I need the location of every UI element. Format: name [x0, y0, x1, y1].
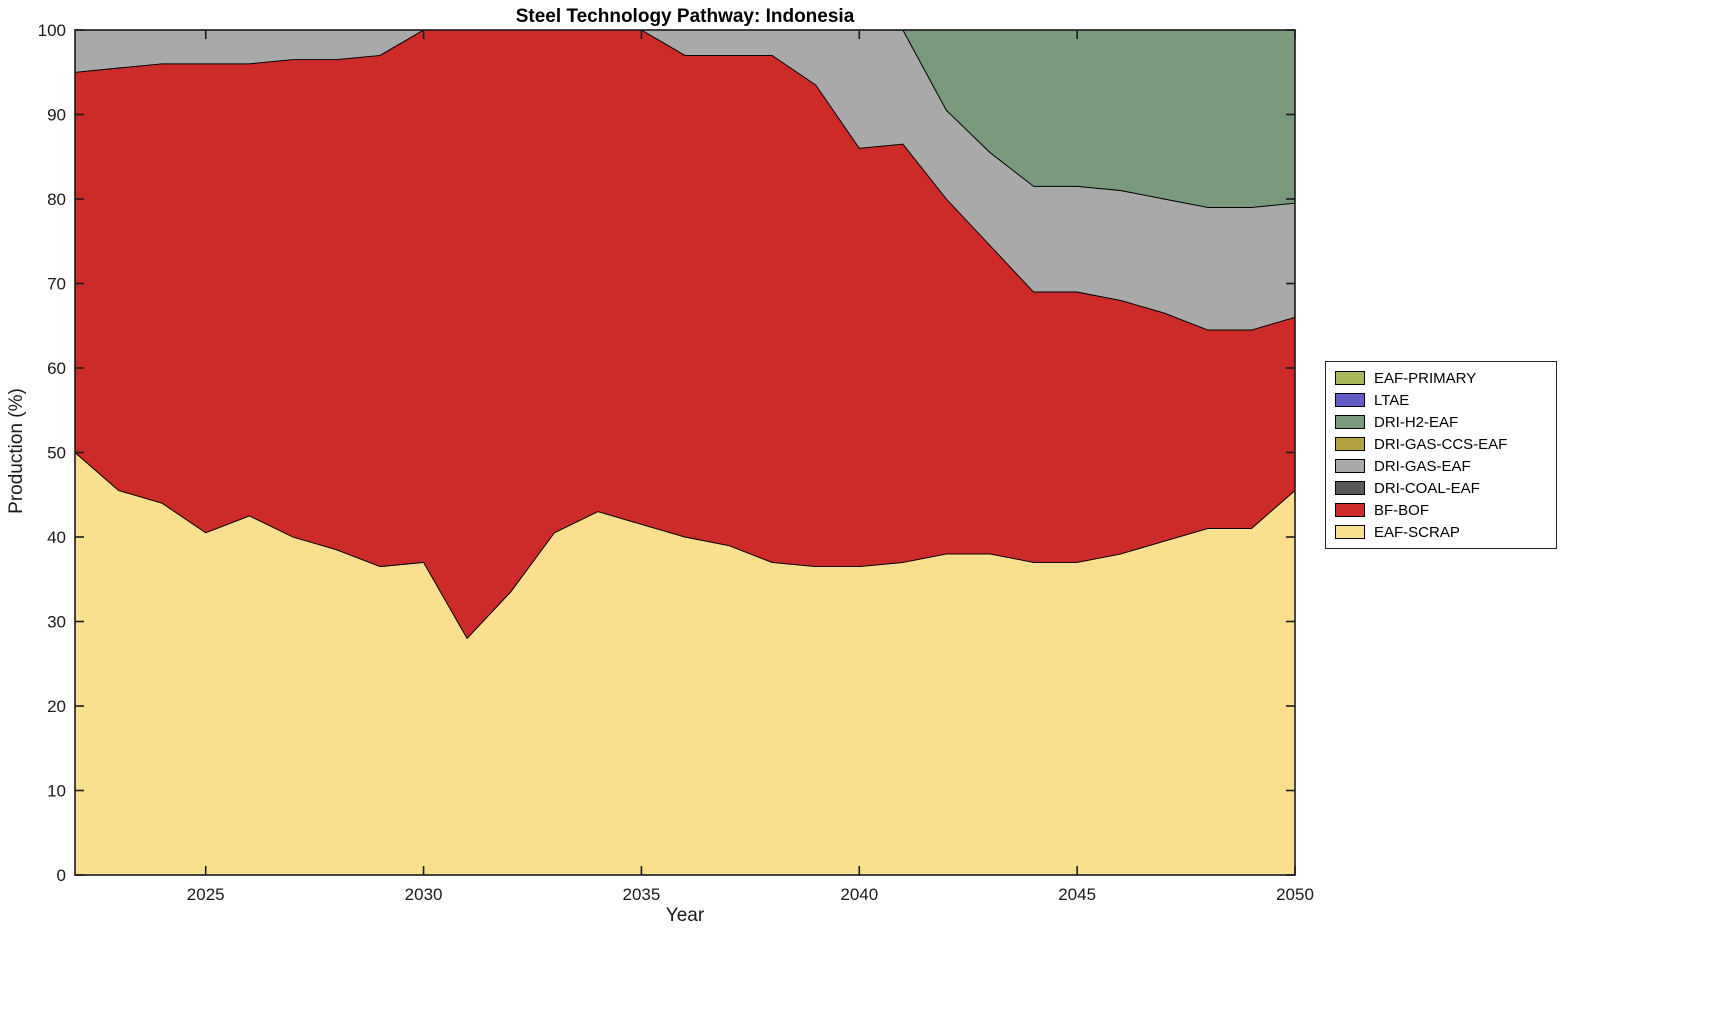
legend: EAF-PRIMARY LTAE DRI-H2-EAF DRI-GAS-CCS-… — [1325, 361, 1557, 549]
x-tick-label: 2035 — [623, 885, 661, 904]
legend-item-ltae: LTAE — [1335, 389, 1547, 411]
y-tick-label: 0 — [57, 866, 66, 885]
legend-item-eaf-primary: EAF-PRIMARY — [1335, 367, 1547, 389]
x-axis-label: Year — [665, 905, 705, 926]
legend-item-dri-h2-eaf: DRI-H2-EAF — [1335, 411, 1547, 433]
legend-swatch — [1335, 481, 1365, 495]
legend-swatch — [1335, 415, 1365, 429]
legend-swatch — [1335, 503, 1365, 517]
y-tick-label: 60 — [47, 359, 66, 378]
y-tick-label: 30 — [47, 613, 66, 632]
x-tick-label: 2030 — [405, 885, 443, 904]
y-tick-label: 10 — [47, 782, 66, 801]
legend-label: DRI-H2-EAF — [1374, 413, 1459, 431]
legend-swatch — [1335, 393, 1365, 407]
y-tick-label: 90 — [47, 106, 66, 125]
x-tick-label: 2050 — [1276, 885, 1314, 904]
legend-label: EAF-PRIMARY — [1374, 369, 1477, 387]
x-tick-label: 2040 — [840, 885, 878, 904]
legend-swatch — [1335, 437, 1365, 451]
x-tick-label: 2045 — [1058, 885, 1096, 904]
y-tick-label: 100 — [38, 21, 66, 40]
y-tick-label: 20 — [47, 697, 66, 716]
chart-title: Steel Technology Pathway: Indonesia — [515, 6, 855, 27]
legend-swatch — [1335, 525, 1365, 539]
y-tick-label: 40 — [47, 528, 66, 547]
legend-swatch — [1335, 459, 1365, 473]
legend-label: DRI-GAS-EAF — [1374, 457, 1471, 475]
legend-item-eaf-scrap: EAF-SCRAP — [1335, 521, 1547, 543]
legend-item-dri-coal-eaf: DRI-COAL-EAF — [1335, 477, 1547, 499]
legend-label: DRI-GAS-CCS-EAF — [1374, 435, 1508, 453]
y-tick-label: 80 — [47, 190, 66, 209]
y-tick-label: 50 — [47, 444, 66, 463]
x-tick-label: 2025 — [187, 885, 225, 904]
legend-item-bf-bof: BF-BOF — [1335, 499, 1547, 521]
legend-item-dri-gas-eaf: DRI-GAS-EAF — [1335, 455, 1547, 477]
legend-swatch — [1335, 371, 1365, 385]
legend-label: DRI-COAL-EAF — [1374, 479, 1480, 497]
y-tick-label: 70 — [47, 275, 66, 294]
legend-label: EAF-SCRAP — [1374, 523, 1460, 541]
legend-label: BF-BOF — [1374, 501, 1429, 519]
legend-item-dri-gas-ccs-eaf: DRI-GAS-CCS-EAF — [1335, 433, 1547, 455]
legend-label: LTAE — [1374, 391, 1410, 409]
y-axis-label: Production (%) — [6, 388, 27, 514]
